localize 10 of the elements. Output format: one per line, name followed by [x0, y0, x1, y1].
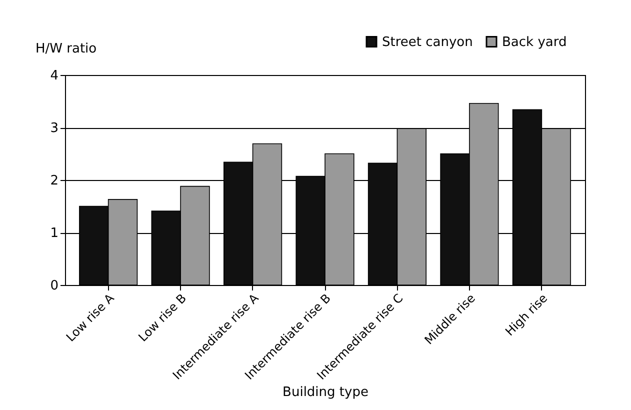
y-tick-label: 2 — [50, 174, 58, 188]
y-tick-label: 4 — [50, 68, 58, 84]
y-tick-label: 1 — [50, 226, 58, 241]
x-tick-label: Low rise A — [64, 290, 118, 344]
legend-label: Street canyon — [382, 34, 473, 50]
legend-label: Back yard — [502, 34, 567, 50]
y-tick-label: 0 — [50, 278, 58, 294]
y-tick-label: 3 — [50, 121, 58, 136]
x-axis-title: Building type — [282, 384, 368, 400]
y-axis-title: H/W ratio — [36, 42, 97, 56]
